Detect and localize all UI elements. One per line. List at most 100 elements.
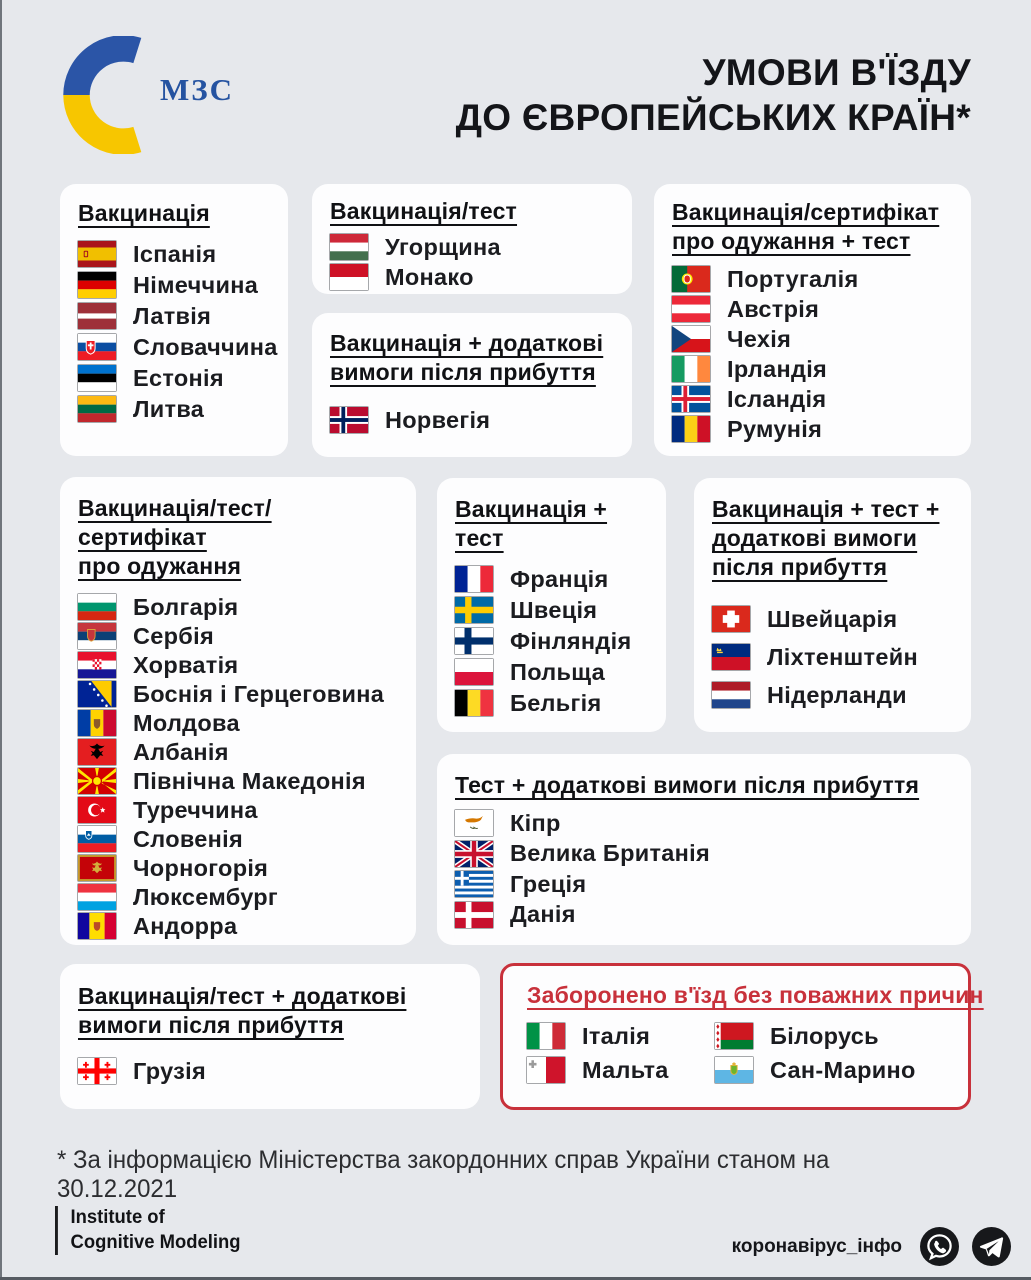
country-row: Румунія [672,416,953,443]
country-name: Сербія [133,622,214,649]
country-row: Люксембург [78,884,398,911]
flag-latvia-icon [78,303,116,330]
country-row: Греція [455,871,953,898]
country-row: Швеція [455,597,648,624]
flag-croatia-icon [78,652,116,679]
country-name: Мальта [582,1056,669,1083]
card-vaccination-or-test-extra-requirements: Вакцинація/тест + додаткові вимоги після… [60,964,480,1109]
org-line1: Institute of [70,1207,165,1228]
card-title: Вакцинація + тест + додаткові вимоги піс… [712,496,940,580]
card-title: Вакцинація/тест + додаткові вимоги після… [78,983,407,1038]
country-name: Норвегія [385,406,491,433]
country-row: Мальта [527,1057,715,1084]
country-name: Фінляндія [510,627,632,654]
country-name: Словенія [133,825,243,852]
country-name: Боснія і Герцеговина [133,680,385,707]
country-list: Португалія Австрія Чехія Ірландія Ісландія Ру… [672,266,953,443]
country-name: Грузія [133,1057,206,1084]
country-row: Німеччина [78,272,270,299]
country-row: Норвегія [330,407,614,434]
flag-malta-icon [527,1057,565,1084]
country-name: Бельгія [510,689,602,716]
country-name: Ісландія [727,385,827,412]
flag-georgia-icon [78,1058,116,1085]
flag-andorra-icon [78,913,116,940]
flag-montenegro-icon [78,855,116,882]
flag-poland-icon [455,659,493,686]
country-name: Ліхтенштейн [767,643,918,670]
flag-cyprus-icon [455,810,493,837]
country-row: Словаччина [78,334,277,361]
flag-albania-icon [78,739,116,766]
country-name: Андорра [133,912,238,939]
flag-portugal-icon [672,266,710,293]
country-row: Польща [455,659,648,686]
card-title: Заборонено в'їзд без поважних причин [527,982,984,1008]
card-title: Вакцинація [78,200,210,226]
flag-italy-icon [527,1023,565,1050]
country-name: Чорногорія [133,854,269,881]
country-name: Данія [510,901,576,928]
card-vaccination-test: Вакцинація/тест Угорщина Монако [312,184,632,294]
flag-austria-icon [672,296,710,323]
flag-finland-icon [455,628,493,655]
flag-belgium-icon [455,690,493,717]
country-row: Франція [455,566,648,593]
flag-ireland-icon [672,356,710,383]
flag-turkey-icon [78,797,116,824]
country-row: Чорногорія [78,855,398,882]
country-list: Кіпр Велика Британія Греція Данія [455,810,953,929]
flag-slovakia-icon [78,334,116,361]
country-row: Естонія [78,365,270,392]
org-credit: Institute of Cognitive Modeling [55,1206,240,1256]
flag-liechtenstein-icon [712,644,750,671]
card-title: Вакцинація + тест [455,496,608,551]
country-row: Туреччина [78,797,398,824]
country-list: Норвегія [330,407,614,434]
country-list: Італія Білорусь Мальта Сан-Марино [527,1023,944,1084]
card-title: Вакцинація + додаткові вимоги після приб… [330,330,604,385]
country-row: Італія [527,1023,715,1050]
channel-name: коронавірус_інфо [731,1235,902,1257]
country-row: Молдова [78,710,398,737]
card-vaccination-test-recovery-cert: Вакцинація/тест/сертифікат про одужання … [60,477,416,945]
country-name: Іспанія [133,240,217,267]
card-vaccination-plus-test: Вакцинація + тест Франція Швеція Фінляндія… [437,478,666,732]
country-name: Молдова [133,709,240,736]
country-row: Угорщина [330,234,614,261]
country-row: Ісландія [672,386,953,413]
card-vaccination-test-extra-requirements: Вакцинація + тест + додаткові вимоги піс… [694,478,971,732]
country-name: Кіпр [510,809,561,836]
viber-icon[interactable] [920,1227,959,1266]
flag-netherlands-icon [712,682,750,709]
country-row: Сербія [78,623,398,650]
country-name: Польща [510,658,606,685]
country-row: Болгарія [78,594,398,621]
social-bar: коронавірус_інфо [732,1227,1011,1266]
card-entry-banned: Заборонено в'їзд без поважних причин Іта… [500,963,984,1110]
country-name: Греція [510,870,587,897]
country-row: Грузія [78,1058,462,1085]
country-row: Португалія [672,266,953,293]
country-row: Австрія [672,296,953,323]
country-name: Словаччина [133,333,278,360]
country-row: Швейцарія [712,606,953,633]
footnote: * За інформацією Міністерства закордонни… [57,1146,830,1203]
card-vaccination: Вакцинація Іспанія Німеччина Латвія Словачч… [60,184,288,456]
country-name: Північна Македонія [133,767,366,794]
country-list: Грузія [78,1058,462,1085]
country-name: Естонія [133,364,224,391]
flag-spain-icon [78,241,116,268]
country-row: Словенія [78,826,398,853]
flag-estonia-icon [78,365,116,392]
country-row: Ірландія [672,356,953,383]
flag-bosnia-icon [78,681,116,708]
telegram-icon[interactable] [972,1227,1011,1266]
country-name: Німеччина [133,271,259,298]
country-row: Албанія [78,739,398,766]
country-row: Чехія [672,326,953,353]
flag-norway-icon [330,407,368,434]
country-row: Кіпр [455,810,953,837]
country-name: Сан-Марино [770,1056,916,1083]
